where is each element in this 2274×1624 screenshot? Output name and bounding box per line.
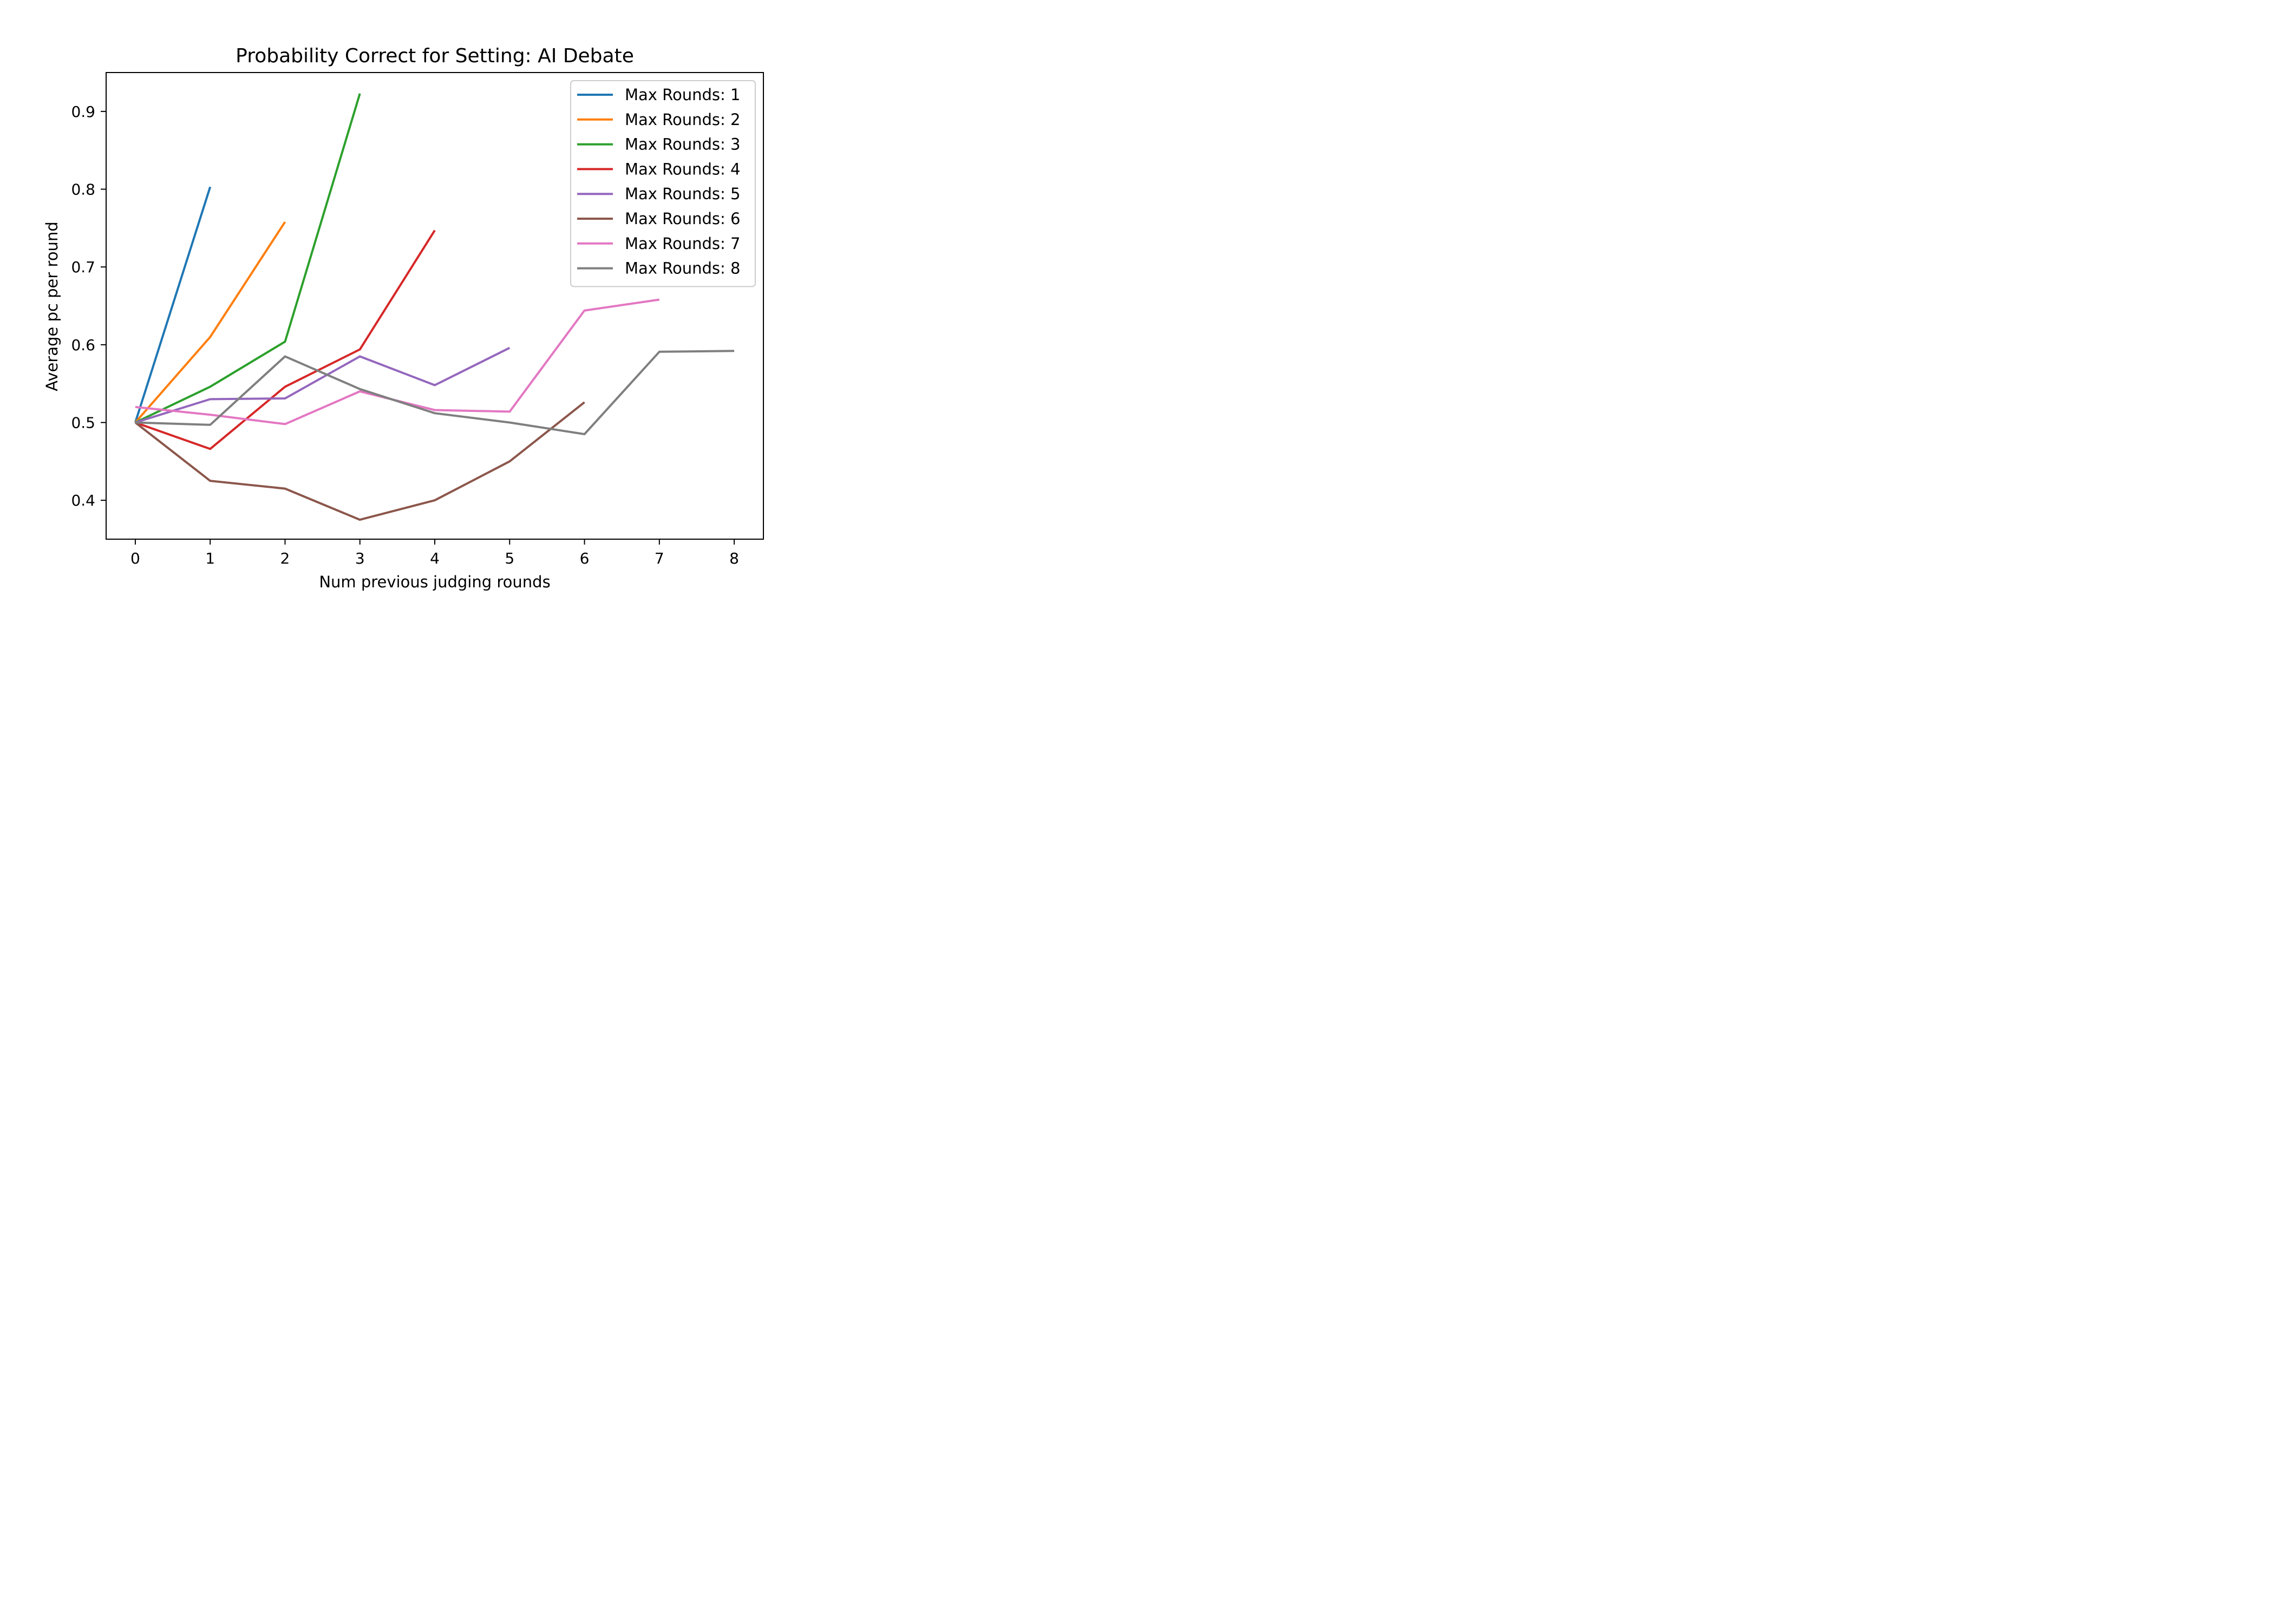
x-tick-label: 7 bbox=[655, 549, 664, 567]
legend: Max Rounds: 1 Max Rounds: 2 Max Rounds: 3 M… bbox=[570, 80, 756, 287]
y-tick-label: 0.7 bbox=[71, 258, 95, 276]
x-axis-label: Num previous judging rounds bbox=[319, 573, 550, 591]
legend-label-4: Max Rounds: 4 bbox=[625, 160, 740, 178]
x-tick-label: 3 bbox=[355, 549, 365, 567]
series-line-4 bbox=[135, 230, 436, 450]
legend-label-6: Max Rounds: 6 bbox=[625, 209, 740, 228]
y-tick-label: 0.8 bbox=[71, 181, 95, 199]
y-axis-ticks: 0.4 0.5 0.6 0.7 0.8 0.9 bbox=[71, 103, 106, 509]
legend-label-5: Max Rounds: 5 bbox=[625, 185, 740, 203]
x-tick-label: 5 bbox=[505, 549, 514, 567]
x-tick-label: 8 bbox=[729, 549, 739, 567]
line-chart: Probability Correct for Setting: AI Deba… bbox=[0, 0, 837, 595]
legend-label-8: Max Rounds: 8 bbox=[625, 259, 740, 278]
y-tick-label: 0.9 bbox=[71, 103, 95, 121]
y-axis-label: Average pc per round bbox=[43, 221, 61, 391]
x-tick-label: 4 bbox=[430, 549, 440, 567]
x-tick-label: 1 bbox=[205, 549, 215, 567]
x-tick-label: 2 bbox=[280, 549, 290, 567]
series-line-3 bbox=[135, 93, 361, 424]
legend-label-1: Max Rounds: 1 bbox=[625, 86, 740, 104]
legend-label-7: Max Rounds: 7 bbox=[625, 234, 740, 253]
y-tick-label: 0.5 bbox=[71, 414, 95, 432]
x-tick-label: 6 bbox=[580, 549, 590, 567]
series-line-6 bbox=[134, 401, 585, 521]
series-line-5 bbox=[135, 346, 511, 424]
series-line-8 bbox=[135, 350, 735, 435]
y-tick-label: 0.4 bbox=[71, 492, 95, 509]
series-line-1 bbox=[134, 186, 212, 423]
x-tick-label: 0 bbox=[130, 549, 140, 567]
series-line-2 bbox=[134, 221, 286, 423]
chart-figure: Probability Correct for Setting: AI Deba… bbox=[0, 0, 837, 595]
legend-label-3: Max Rounds: 3 bbox=[625, 135, 740, 154]
series-lines bbox=[134, 93, 735, 521]
legend-box bbox=[570, 80, 756, 287]
legend-label-2: Max Rounds: 2 bbox=[625, 110, 740, 129]
x-axis-ticks: 0 1 2 3 4 5 6 7 8 bbox=[130, 539, 739, 567]
chart-title: Probability Correct for Setting: AI Deba… bbox=[236, 45, 634, 67]
y-tick-label: 0.6 bbox=[71, 336, 95, 354]
